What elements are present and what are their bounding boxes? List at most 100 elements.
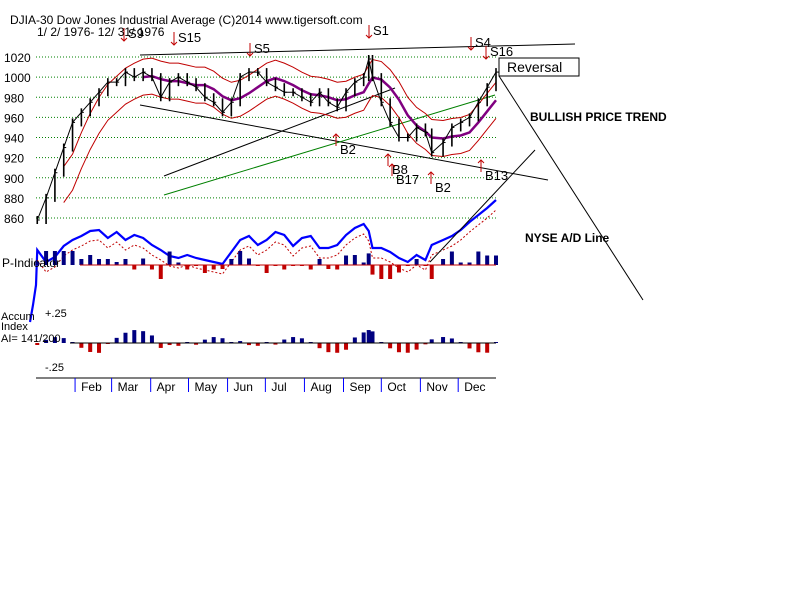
accum-bar — [366, 330, 371, 343]
ai-value: AI= 141/200 — [1, 333, 61, 345]
accum-bar — [449, 338, 454, 343]
signal-arrow-up — [427, 171, 435, 184]
month-label-jun: Jun — [234, 380, 253, 394]
accum-bar — [335, 343, 340, 353]
p-indicator-bar — [366, 253, 371, 265]
p-indicator-bar — [105, 259, 110, 265]
reversal-box — [498, 57, 580, 77]
moving-averages — [142, 74, 497, 140]
accum-bar — [273, 343, 278, 345]
ad-line — [28, 199, 497, 323]
p-indicator-bar — [429, 265, 434, 279]
p-indicator-bar — [141, 258, 146, 265]
accum-bar — [88, 343, 93, 352]
accum-bar — [123, 332, 128, 343]
trend-label: BULLISH PRICE TREND — [530, 110, 667, 124]
signal-arrow-down — [482, 46, 490, 60]
accum-bar — [282, 339, 287, 343]
p-indicator-bar — [449, 251, 454, 265]
p-indicator-bar — [335, 265, 340, 270]
accum-bar — [194, 343, 199, 345]
p-indicator-bar — [352, 255, 357, 265]
y-tick-880: 880 — [4, 192, 24, 206]
y-tick-920: 920 — [4, 152, 24, 166]
channel-lines — [139, 43, 644, 301]
p-indicator-bar — [35, 262, 40, 265]
signal-s1: S1 — [373, 23, 389, 38]
accum-bar — [361, 332, 366, 343]
upper-band — [63, 57, 497, 167]
accum-bar — [220, 338, 225, 343]
ad-line-label: NYSE A/D Line — [525, 231, 610, 245]
y-axis: 1020 1000 980 960 940 920 900 880 860 — [4, 51, 31, 226]
month-label-mar: Mar — [118, 380, 139, 394]
accum-bar — [176, 343, 181, 346]
p-indicator-bar — [132, 265, 137, 270]
p-indicator-panel — [35, 251, 498, 279]
accum-bar — [299, 338, 304, 343]
accum-bar — [423, 343, 428, 345]
accum-bottom-value: -.25 — [45, 362, 64, 374]
p-indicator-bar — [123, 259, 128, 265]
month-label-apr: Apr — [157, 380, 176, 394]
y-tick-860: 860 — [4, 212, 24, 226]
signal-b8: B8 — [392, 162, 408, 177]
y-tick-900: 900 — [4, 172, 24, 186]
accum-index-panel — [35, 330, 498, 353]
month-label-jul: Jul — [271, 380, 286, 394]
p-indicator-label: P-Indicator — [2, 256, 60, 270]
p-indicator-bar — [361, 262, 366, 265]
accum-bar — [52, 337, 57, 343]
p-indicator-bar — [467, 262, 472, 265]
p-indicator-bar — [414, 259, 419, 265]
p-indicator-bar — [229, 259, 234, 265]
signal-arrow-up — [384, 153, 392, 166]
signal-arrow-down — [246, 43, 254, 57]
accum-bar — [149, 335, 154, 343]
accum-bar — [114, 337, 119, 343]
long-support-line — [163, 87, 396, 177]
accum-bar — [238, 341, 243, 343]
p-indicator-bar — [88, 255, 93, 265]
accum-bar — [441, 337, 446, 343]
p-indicator-bar — [202, 265, 207, 273]
signal-arrow-up — [332, 133, 340, 146]
p-indicator-bar — [388, 265, 393, 279]
signal-arrow-down — [170, 32, 178, 46]
accum-bar — [79, 343, 84, 348]
signal-s5: S5 — [254, 41, 270, 56]
signal-b2: B2 — [340, 142, 356, 157]
accum-bar — [167, 343, 172, 346]
p-indicator-bar — [114, 262, 119, 265]
p-indicator-bar — [494, 255, 498, 265]
signal-b13: B13 — [485, 168, 508, 183]
accum-bar — [352, 337, 357, 343]
p-indicator-bar — [158, 265, 163, 279]
p-indicator-bar — [52, 251, 57, 265]
p-indicator-bar — [370, 265, 375, 275]
y-tick-980: 980 — [4, 91, 24, 105]
accum-bar — [396, 343, 401, 353]
p-indicator-bar — [97, 259, 102, 265]
reversal-line — [498, 75, 644, 301]
green-trendline — [163, 94, 496, 196]
accum-label: Accum — [1, 311, 35, 323]
month-label-dec: Dec — [464, 380, 485, 394]
p-indicator-bar — [70, 251, 75, 265]
accum-bar — [141, 331, 146, 343]
signal-arrow-up — [477, 159, 485, 172]
accum-bar — [429, 339, 434, 343]
p-indicator-bar — [476, 251, 481, 265]
p-indicator-bar — [220, 265, 225, 269]
accum-bar — [414, 343, 419, 350]
accum-bar — [326, 343, 331, 353]
signal-arrow-down — [467, 37, 475, 51]
p-indicator-bar — [379, 265, 384, 279]
accum-bar — [405, 343, 410, 353]
reversal-label: Reversal — [507, 59, 562, 75]
p-indicator-bar — [308, 265, 313, 270]
accum-bar — [61, 338, 66, 343]
lower-channel-line — [139, 104, 549, 181]
accum-bar — [317, 343, 322, 349]
